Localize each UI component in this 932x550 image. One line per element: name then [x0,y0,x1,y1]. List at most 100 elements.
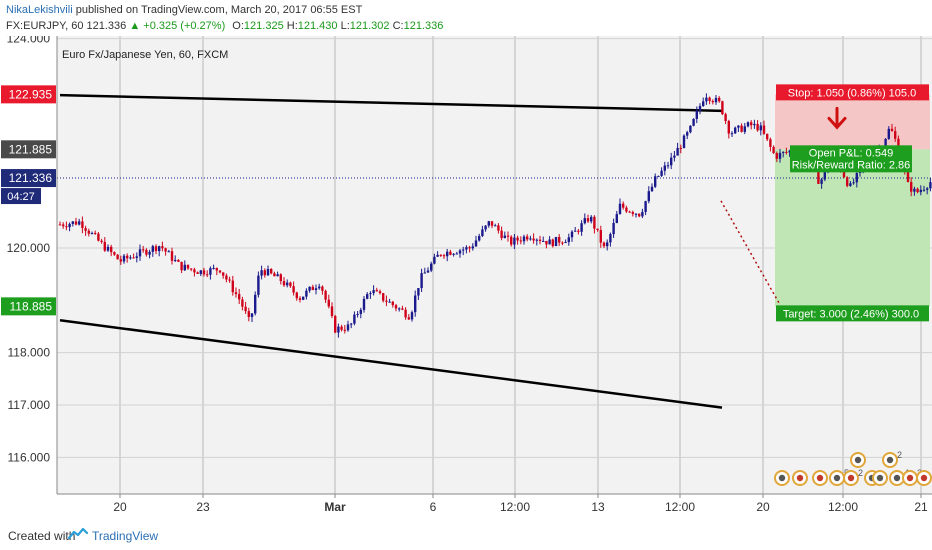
candle-body [180,261,183,271]
y-tick-label: 118.000 [8,346,51,360]
candle-body [423,272,426,274]
candle-body [366,294,369,299]
target-price-tag-box [1,297,56,316]
candle-body [289,282,292,287]
candle-body [606,242,609,247]
candle-body [602,242,606,247]
candle-body [682,135,686,149]
event-icon-dot [796,474,804,482]
candle-body [279,274,282,282]
candle-body [788,150,791,153]
candle-body [407,317,410,320]
candle-body [884,138,887,148]
candle-body [721,101,724,115]
x-axis[interactable]: 20 23 Mar 6 12:00 13 12:00 20 12:00 21 [113,494,928,514]
candle-body [593,216,596,229]
candle-body [503,235,506,239]
candle-body [727,121,730,134]
candle-body [657,175,660,177]
candle-body [545,240,548,245]
candle-body [548,239,551,245]
candle-body [913,188,916,192]
candle-body [161,246,164,249]
candle-body [62,224,65,227]
candle-body [273,273,276,277]
candle-body [647,191,650,202]
candle-body [532,238,535,241]
trend-line [59,318,723,409]
candle-body [679,147,682,149]
chart-area[interactable]: Stop: 1.050 (0.86%) 105.0 Open P&L: 0.549… [0,32,932,520]
candle-body [820,179,823,184]
candle-body [929,182,932,189]
y-axis[interactable]: 116.000 117.000 118.000 120.000 124.000 122.9… [1,32,56,464]
candle-body [622,203,625,208]
candle-body [631,212,634,214]
price-chart[interactable]: Stop: 1.050 (0.86%) 105.0 Open P&L: 0.549… [0,32,932,520]
author-link[interactable]: NikaLekishvili [6,4,73,16]
y-tick-label: 124.000 [7,36,51,46]
candle-body [196,272,199,274]
tradingview-link[interactable]: TradingView [92,529,159,543]
candle-body [852,182,855,184]
candle-body [500,230,503,239]
candle-body [225,275,228,280]
event-icons[interactable]: 52242 [774,450,932,486]
candle-body [510,236,513,245]
target-zone [775,149,930,307]
candle-body [231,280,234,293]
candle-body [263,270,266,276]
target-price-tag-text: 118.885 [10,299,53,313]
candle-body [577,230,580,232]
event-icon-dot [833,474,841,482]
stop-label-box [776,84,929,101]
candle-body [570,231,574,238]
event-icon-dot [893,474,901,482]
candle-body [170,251,174,261]
candle-body [145,249,148,255]
candle-body [519,240,522,242]
candle-body [769,139,772,147]
candle-body [494,225,497,227]
candle-body [702,101,705,107]
candle-body [241,299,244,307]
position-zones [775,94,930,307]
candle-body [468,247,471,249]
x-tick-label: Mar [324,500,346,514]
candle-body [625,207,628,212]
high-value: 121.430 [297,20,338,32]
published-text: published on TradingView.com, March 20, … [75,4,363,16]
risk-reward-text: Risk/Reward Ratio: 2.86 [792,159,911,171]
event-icon-dot [886,456,894,464]
candle-body [455,253,458,255]
candle-body [817,170,820,184]
y-tick-label: 120.000 [7,241,51,255]
candle-body [638,213,641,217]
stop-zone [775,94,930,150]
candle-body [337,326,340,333]
candle-body [369,293,372,295]
candle-body [324,290,327,300]
candle-body [894,131,897,139]
candle-body [84,228,87,231]
candle-body [292,286,295,293]
candle-body [126,255,129,259]
candle-body [596,228,599,231]
close-value: 121.336 [403,20,444,32]
candle-body [759,125,762,131]
candle-body [372,290,375,294]
candle-body [218,270,222,273]
candle-body [842,170,846,178]
chart-title: Euro Fx/Japanese Yen, 60, FXCM [62,49,228,61]
candle-body [506,235,510,237]
candle-body [340,326,343,330]
candle-body [705,97,708,102]
event-count-label: 2 [858,468,863,478]
candle-body [743,126,746,132]
event-icon-dot [906,474,914,482]
x-axis-panel [0,494,932,520]
candle-body [286,282,289,286]
candle-body [590,216,593,222]
tradingview-logo-icon[interactable] [68,527,88,541]
trend-lines [57,93,932,409]
